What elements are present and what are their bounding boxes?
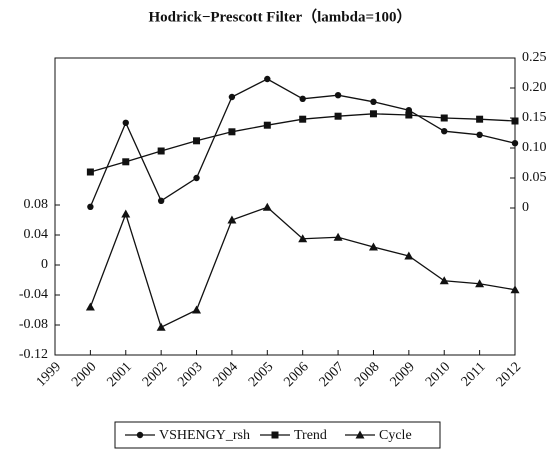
x-tick-label: 2006	[281, 359, 311, 389]
x-tick-label: 2001	[104, 359, 134, 389]
marker	[86, 168, 94, 176]
marker	[511, 117, 519, 125]
marker	[136, 431, 144, 439]
marker	[262, 202, 272, 211]
marker	[85, 302, 95, 311]
marker	[475, 279, 485, 288]
y2-tick-label: 0.25	[522, 50, 547, 65]
marker	[510, 285, 520, 294]
x-tick-label: 2000	[69, 359, 99, 389]
y2-tick-label: 0.10	[522, 140, 547, 155]
x-tick-label: 2008	[352, 359, 382, 389]
marker	[369, 110, 377, 118]
y-tick-label: 0	[41, 257, 48, 272]
marker	[334, 92, 342, 99]
x-tick-label: 2012	[494, 359, 524, 389]
marker	[122, 119, 129, 127]
marker	[299, 115, 307, 123]
marker	[404, 251, 414, 260]
marker	[476, 115, 484, 123]
marker	[405, 111, 413, 119]
y2-tick-label: 0	[522, 200, 529, 215]
chart-title: Hodrick−Prescott Filter（lambda=100）	[148, 7, 411, 25]
legend-label: VSHENGY_rsh	[159, 428, 250, 443]
marker	[228, 93, 236, 101]
y-tick-label: -0.08	[19, 317, 48, 332]
y-tick-label: 0.08	[24, 197, 49, 212]
x-tick-label: 2011	[459, 359, 489, 389]
marker	[263, 121, 271, 129]
x-tick-label: 2003	[175, 359, 205, 389]
marker	[193, 174, 200, 182]
marker	[476, 131, 483, 138]
marker	[264, 75, 271, 83]
x-tick-label: 2009	[388, 359, 418, 389]
marker	[193, 137, 201, 145]
marker	[368, 242, 378, 251]
marker	[228, 128, 236, 136]
marker	[227, 215, 237, 224]
y-tick-label: 0.04	[24, 227, 49, 242]
marker	[439, 276, 449, 285]
marker	[298, 234, 308, 243]
y-tick-label: -0.12	[19, 347, 48, 362]
y-tick-label: -0.04	[19, 287, 48, 302]
marker	[299, 95, 306, 103]
series-line	[89, 206, 516, 329]
marker	[370, 98, 377, 106]
marker	[87, 203, 94, 210]
marker	[156, 322, 166, 331]
marker	[441, 128, 448, 135]
x-tick-label: 2005	[246, 359, 276, 389]
plot-frame	[54, 57, 516, 356]
x-tick-label: 2010	[423, 359, 453, 389]
legend-label: Trend	[294, 428, 327, 443]
marker	[355, 430, 365, 439]
y2-tick-label: 0.15	[522, 110, 547, 125]
marker	[271, 431, 279, 439]
x-tick-label: 1999	[34, 359, 64, 389]
y2-tick-label: 0.20	[522, 80, 547, 95]
marker	[333, 232, 343, 241]
marker	[334, 112, 342, 120]
marker	[157, 147, 165, 155]
marker	[122, 158, 130, 166]
y2-tick-label: 0.05	[522, 170, 547, 185]
marker	[121, 209, 131, 218]
marker	[440, 114, 448, 122]
marker	[157, 197, 165, 204]
x-tick-label: 2007	[317, 359, 347, 389]
marker	[192, 305, 202, 314]
x-tick-label: 2004	[211, 359, 241, 389]
marker	[511, 140, 519, 147]
legend-label: Cycle	[379, 428, 412, 443]
legend-box	[114, 421, 441, 449]
x-tick-label: 2002	[140, 359, 170, 389]
